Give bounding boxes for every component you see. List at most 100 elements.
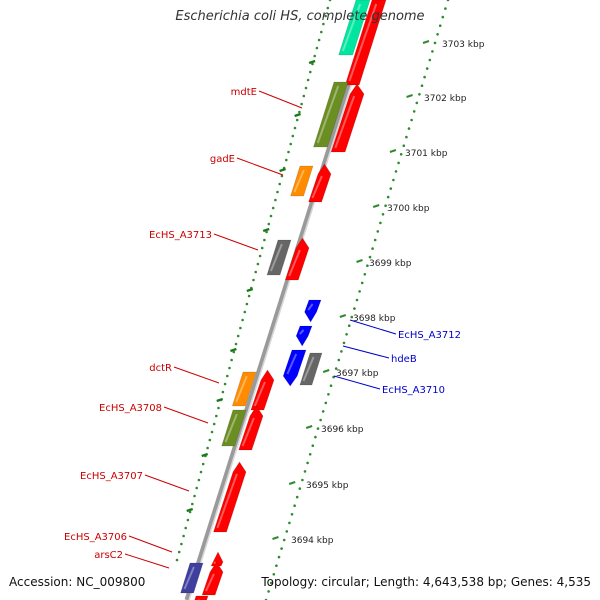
cds-feature-EcHS_A3708[interactable] bbox=[238, 405, 264, 451]
kbp-label-3695: 3695 kbp bbox=[306, 481, 349, 491]
gc-dot bbox=[254, 270, 257, 274]
cds-feature-mdtE[interactable] bbox=[330, 83, 365, 153]
gc-dot bbox=[438, 24, 442, 28]
kbp-tick bbox=[305, 425, 313, 429]
gc-dash bbox=[216, 397, 224, 403]
cog-feature-dctR[interactable] bbox=[231, 371, 257, 407]
cog-feature-EcHS_A3713[interactable] bbox=[266, 239, 292, 276]
gc-dot bbox=[423, 75, 426, 79]
gene-label-hdeB[interactable]: hdeB bbox=[391, 354, 417, 365]
cog-feature-EcHS_A3710[interactable] bbox=[299, 352, 323, 386]
cds-feature-hdeB[interactable] bbox=[282, 349, 307, 387]
cds-feature-tail[interactable] bbox=[193, 595, 209, 600]
gc-dot bbox=[236, 334, 240, 338]
cog-feature-mdtE[interactable] bbox=[312, 81, 349, 148]
gc-dot bbox=[288, 521, 291, 525]
gene-label-arsC2[interactable]: arsC2 bbox=[94, 550, 123, 561]
cds-feature-forward[interactable] bbox=[344, 0, 387, 86]
gc-dot bbox=[347, 324, 351, 328]
gene-label-mdtE[interactable]: mdtE bbox=[231, 87, 257, 98]
kbp-label-3703: 3703 kbp bbox=[442, 40, 485, 50]
gc-dot bbox=[350, 315, 354, 319]
cog-feature-arsC2-shine bbox=[183, 566, 195, 590]
cog-feature-gadE-shine bbox=[293, 169, 305, 193]
gc-dot bbox=[355, 298, 359, 302]
gc-dash bbox=[279, 167, 286, 173]
topology-text: Topology: circular; Length: 4,643,538 bp… bbox=[261, 575, 591, 589]
gc-dot bbox=[252, 278, 255, 282]
gene-label-EcHS_A3710[interactable]: EcHS_A3710 bbox=[382, 385, 445, 396]
gc-dot bbox=[267, 222, 271, 226]
map-title: Escherichia coli HS, complete genome bbox=[175, 9, 425, 24]
cds-feature-arsC2-shine bbox=[205, 573, 215, 592]
gene-label-EcHS_A3707[interactable]: EcHS_A3707 bbox=[80, 471, 143, 482]
cds-feature-gadE[interactable] bbox=[308, 163, 332, 203]
gc-dot bbox=[379, 221, 382, 225]
cog-feature-EcHS_A3708[interactable] bbox=[221, 409, 247, 447]
gc-dash bbox=[246, 287, 254, 293]
cog-feature-mdtE-shine bbox=[316, 85, 340, 144]
kbp-tick bbox=[372, 204, 380, 208]
gc-dot bbox=[420, 84, 424, 87]
gene-label-EcHS_A3708[interactable]: EcHS_A3708 bbox=[99, 403, 162, 414]
gene-label-dctR[interactable]: dctR bbox=[149, 363, 172, 374]
cds-feature-EcHS_A3713[interactable] bbox=[284, 237, 310, 281]
gc-dot bbox=[303, 470, 307, 473]
kbp-label-3700: 3700 kbp bbox=[387, 204, 430, 214]
gc-dot bbox=[258, 254, 262, 258]
gc-dot bbox=[221, 390, 225, 394]
kbp-tick bbox=[339, 314, 347, 318]
kbp-tick bbox=[288, 481, 296, 485]
gc-dash bbox=[201, 452, 209, 458]
gc-dot bbox=[394, 170, 398, 173]
cds-feature-EcHS_A3707[interactable] bbox=[212, 461, 247, 533]
gc-dot bbox=[433, 41, 437, 45]
gene-label-EcHS_A3712[interactable]: EcHS_A3712 bbox=[398, 330, 461, 341]
gc-dot bbox=[215, 414, 218, 418]
gc-dot bbox=[280, 547, 283, 550]
gc-dot bbox=[358, 290, 361, 293]
gc-dot bbox=[228, 366, 231, 370]
gc-content-track bbox=[175, 0, 450, 600]
kbp-tick bbox=[422, 40, 430, 44]
gc-dot bbox=[291, 134, 295, 138]
gc-dot bbox=[182, 534, 185, 538]
label-leader-line bbox=[124, 553, 170, 569]
cds-feature-mdtE-shine bbox=[334, 95, 356, 149]
gc-dot bbox=[389, 187, 393, 190]
cog-feature-teal[interactable] bbox=[338, 0, 371, 56]
cds-feature-forward-shine bbox=[348, 3, 378, 82]
gc-dot bbox=[186, 518, 190, 522]
gene-label-EcHS_A3713[interactable]: EcHS_A3713 bbox=[149, 230, 212, 241]
gc-dot bbox=[441, 15, 445, 19]
gc-dot bbox=[418, 93, 421, 96]
gc-dot bbox=[446, 0, 450, 2]
gene-label-EcHS_A3706[interactable]: EcHS_A3706 bbox=[64, 532, 127, 543]
gc-dot bbox=[285, 530, 289, 533]
gc-dot bbox=[313, 54, 317, 58]
backbone-shade bbox=[188, 0, 379, 600]
gc-dot bbox=[366, 264, 369, 268]
gc-dot bbox=[217, 406, 220, 410]
cds-feature-EcHS_A3712[interactable] bbox=[304, 299, 322, 323]
gc-dot bbox=[326, 6, 330, 10]
cog-feature-gadE[interactable] bbox=[290, 165, 314, 197]
kbp-tick bbox=[389, 149, 397, 153]
gc-dot bbox=[230, 358, 233, 362]
gc-dot bbox=[306, 78, 310, 82]
gene-label-gadE[interactable]: gadE bbox=[210, 154, 235, 165]
gc-dot bbox=[180, 542, 183, 546]
label-leader-line bbox=[342, 345, 390, 359]
gc-dot bbox=[300, 102, 303, 106]
gc-dot bbox=[368, 255, 372, 259]
cds-feature-hdeB-a[interactable] bbox=[295, 325, 313, 347]
gc-dash bbox=[308, 59, 316, 65]
gc-dot bbox=[334, 367, 338, 370]
gc-dot bbox=[315, 46, 319, 50]
gc-dot bbox=[287, 150, 290, 154]
gc-dot bbox=[306, 461, 309, 465]
cog-feature-arsC2[interactable] bbox=[180, 562, 204, 594]
cds-feature-arsC2[interactable] bbox=[201, 561, 224, 596]
gc-dot bbox=[295, 118, 299, 122]
